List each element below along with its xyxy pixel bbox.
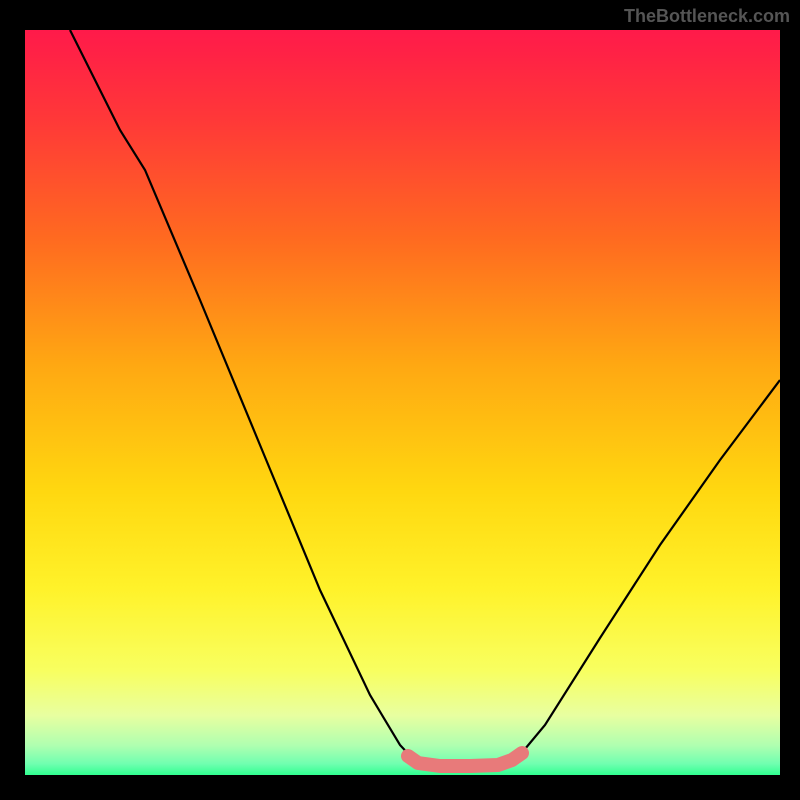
bottleneck-chart: TheBottleneck.com (0, 0, 800, 800)
attribution-label: TheBottleneck.com (624, 6, 790, 27)
plot-area-background (25, 30, 780, 775)
gradient-curve-plot (0, 0, 800, 800)
